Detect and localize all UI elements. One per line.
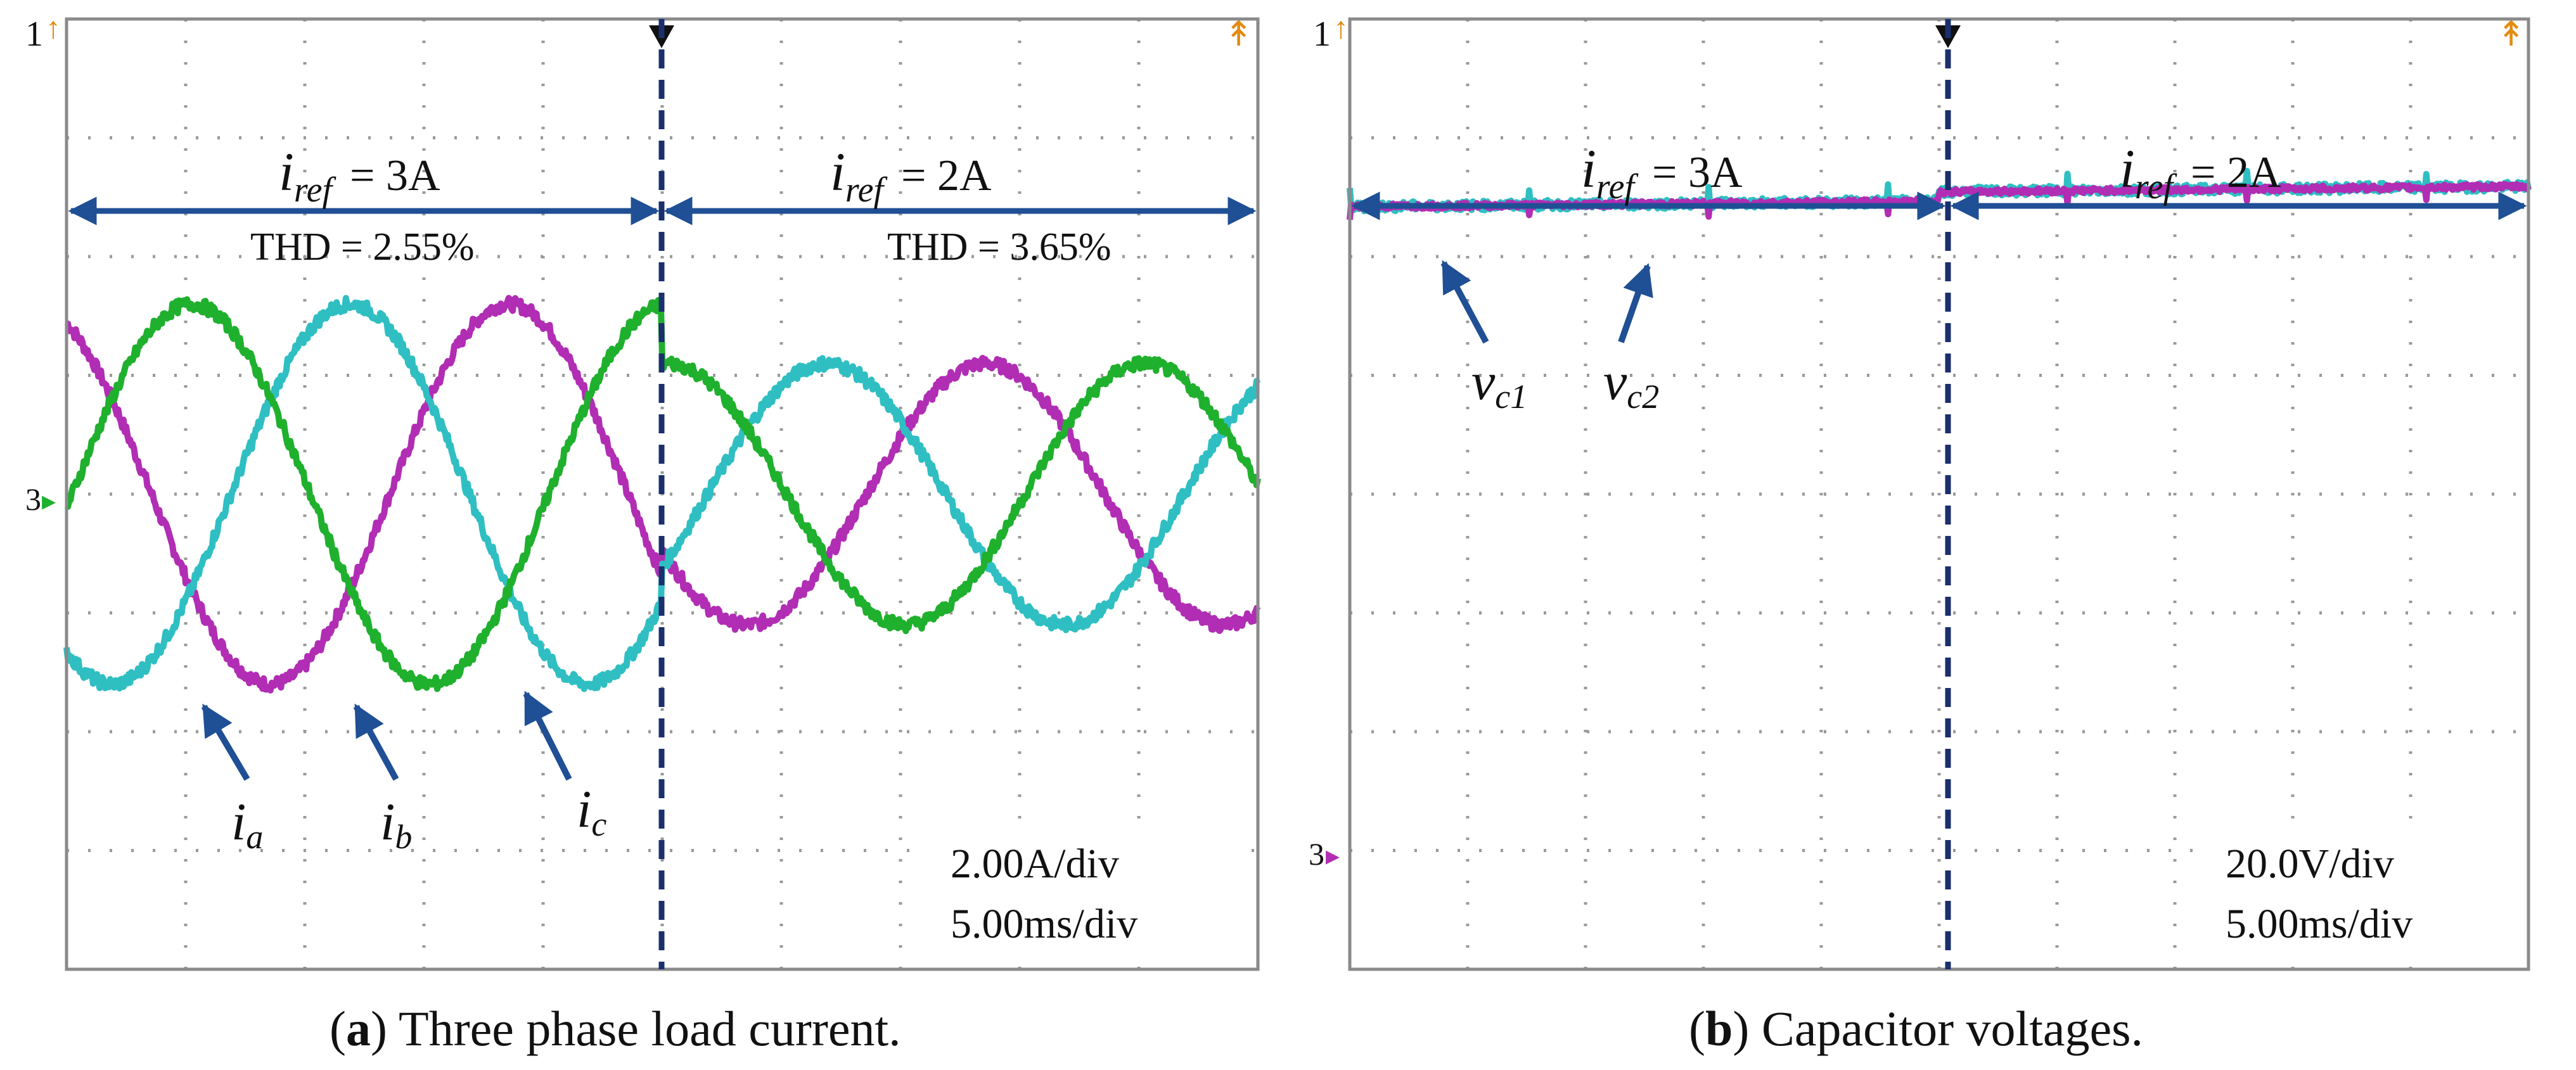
trigger-arrow-icon-a: ↟ [1224, 15, 1253, 53]
grid-b [1350, 19, 2528, 969]
thd-label-a2: THD = 3.65% [887, 226, 1112, 269]
thd-label-a1: THD = 2.55% [250, 226, 475, 269]
pointer-ib [353, 703, 399, 781]
amplitude-scale-a: 2.00A/div [951, 841, 1119, 887]
scope-frame-b [1348, 17, 2530, 971]
time-scale-b: 5.00ms/div [2226, 901, 2413, 947]
ground-marker-b: 3 [1309, 836, 1324, 872]
pointer-ia [201, 703, 250, 781]
ground-arrow-icon-b: ▸ [1326, 840, 1340, 871]
scale-box-a [913, 830, 1242, 963]
amplitude-scale-b: 20.0V/div [2226, 841, 2394, 887]
trigger-arrow-icon-b: ↟ [2497, 15, 2525, 53]
series-b [1347, 167, 2532, 220]
trigger-level-icon-b: ↑ [1333, 11, 1349, 45]
label-vc1: vc1 [1471, 352, 1527, 416]
iref-label-b2: iref = 2A [2120, 138, 2281, 207]
panel-a-load-current: 1 ↑ ↟ 3 ▸ iref = 3A iref = 2A THD = 2.55% … [25, 11, 1261, 1056]
channel-marker-b: 1 [1313, 15, 1331, 54]
ground-arrow-icon-a: ▸ [42, 485, 56, 516]
label-ic: ic [577, 780, 606, 843]
label-ia: ia [231, 793, 263, 856]
pointer-vc2 [1618, 263, 1653, 343]
iref-label-b1: iref = 3A [1581, 138, 1743, 207]
iref-label-a1: iref = 3A [279, 141, 440, 210]
channel-marker-a: 1 [25, 15, 43, 54]
series-i_b [63, 295, 1261, 692]
time-scale-a: 5.00ms/div [951, 901, 1137, 947]
caption-b: (b) Capacitor voltages. [1689, 1001, 2143, 1056]
panel-b-capacitor-voltages: 1 ↑ ↟ 3 ▸ iref = 3A iref = 2A vc1 vc2 20.0… [1309, 11, 2532, 1056]
iref-label-a2: iref = 2A [830, 141, 992, 210]
ground-marker-a: 3 [25, 481, 41, 517]
trigger-level-icon-a: ↑ [46, 11, 61, 45]
pointer-vc1 [1440, 260, 1489, 344]
label-vc2: vc2 [1603, 352, 1659, 416]
scale-box-b [2193, 830, 2522, 963]
label-ib: ib [380, 793, 412, 856]
caption-a: (a) Three phase load current. [330, 1001, 901, 1056]
pointer-ic [523, 691, 572, 781]
